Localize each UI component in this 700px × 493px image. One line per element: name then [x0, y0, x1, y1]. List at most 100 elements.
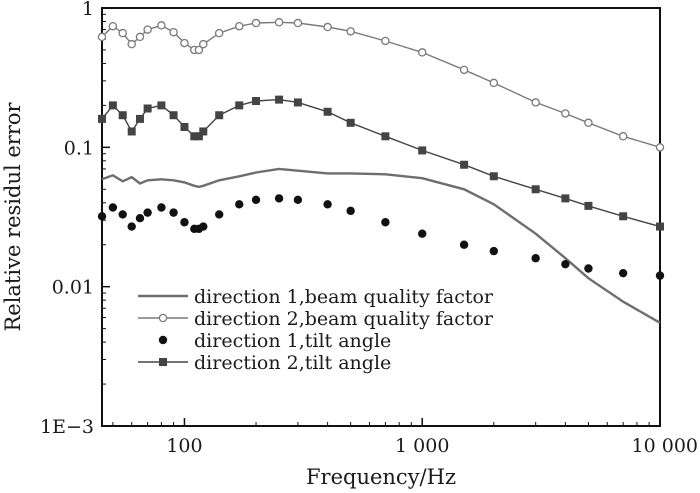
data-point [157, 21, 166, 30]
data-point [118, 111, 127, 120]
y-axis-ticks: 1 0.1 0.01 1E−3 [40, 0, 110, 438]
data-point [619, 212, 628, 221]
data-point [251, 18, 261, 28]
data-point [489, 246, 499, 256]
data-point [118, 210, 127, 219]
data-point [293, 18, 303, 28]
data-point [98, 114, 106, 123]
legend-label: direction 1,tilt angle [194, 330, 391, 352]
data-point [143, 104, 152, 113]
data-point [275, 95, 284, 104]
legend-marker-swatch [158, 313, 168, 323]
data-point [561, 194, 570, 203]
y-tick-label: 0.1 [64, 137, 94, 159]
x-tick-label: 10 000 [632, 435, 698, 457]
data-point [190, 132, 199, 141]
legend-item: direction 1,tilt angle [158, 330, 391, 352]
data-point [459, 65, 469, 75]
x-tick-label: 100 [166, 435, 202, 457]
data-point [417, 48, 427, 57]
data-point [199, 127, 208, 136]
data-point [459, 240, 469, 249]
legend-marker-swatch [158, 335, 168, 345]
data-point [346, 27, 355, 36]
data-point [235, 101, 244, 110]
data-point [215, 111, 224, 120]
data-point [135, 114, 144, 123]
data-point [618, 132, 628, 141]
series-1 [101, 167, 661, 324]
legend-item: direction 2,tilt angle [138, 352, 391, 374]
legend-item: direction 1,beam quality factor [138, 286, 494, 308]
data-point [194, 132, 203, 141]
data-point [157, 203, 166, 212]
x-axis-title: Frequency/Hz [306, 465, 456, 489]
series-line [101, 167, 661, 324]
data-point [346, 118, 355, 127]
data-point [180, 218, 189, 227]
y-tick-label: 1E−3 [40, 416, 94, 438]
data-point [252, 97, 261, 106]
data-point [489, 172, 498, 181]
data-point [108, 21, 118, 31]
data-point [199, 222, 208, 231]
data-point [180, 122, 189, 131]
data-point [215, 210, 224, 219]
data-point [618, 268, 628, 278]
legend-item: direction 2,beam quality factor [138, 308, 494, 330]
data-point [169, 111, 178, 120]
data-point [157, 101, 166, 110]
legend-label: direction 1,beam quality factor [194, 286, 494, 308]
data-point [584, 264, 593, 273]
data-point [460, 160, 469, 169]
data-point [531, 254, 540, 263]
data-point [118, 28, 127, 38]
data-point [169, 208, 178, 217]
data-point [584, 118, 593, 128]
legend-label: direction 2,beam quality factor [194, 308, 494, 330]
data-point [293, 195, 303, 205]
data-point [489, 78, 499, 88]
data-point [561, 259, 570, 269]
y-tick-label: 0.01 [52, 277, 94, 299]
data-point [531, 185, 540, 194]
data-point [655, 271, 665, 280]
data-point [194, 45, 204, 55]
data-point [323, 22, 332, 32]
data-point [169, 27, 178, 37]
x-tick-label: 1 000 [395, 435, 449, 457]
data-point [127, 222, 136, 231]
series-4 [98, 95, 664, 231]
data-point [274, 194, 284, 203]
series-layer [97, 18, 665, 324]
data-point [381, 36, 390, 46]
data-point [656, 222, 664, 231]
data-point [323, 107, 332, 116]
data-point [418, 146, 427, 155]
data-point [235, 21, 244, 31]
legend-label: direction 2,tilt angle [194, 352, 391, 374]
data-point [143, 25, 152, 34]
series-line [101, 98, 661, 228]
data-point [293, 98, 302, 107]
data-point [561, 109, 570, 118]
data-point [108, 101, 117, 110]
series-line [101, 21, 661, 148]
data-point [584, 201, 593, 210]
data-point [97, 32, 107, 42]
data-point [108, 203, 118, 212]
y-tick-label: 1 [82, 0, 94, 20]
data-point [251, 195, 261, 205]
series-2 [97, 18, 665, 152]
data-point [214, 28, 224, 38]
legend: direction 1,beam quality factordirection… [138, 286, 494, 374]
data-point [655, 143, 665, 152]
data-point [127, 39, 136, 49]
data-point [418, 229, 427, 238]
legend-marker-swatch [159, 358, 167, 366]
data-point [381, 218, 390, 227]
data-point [531, 98, 540, 107]
data-point [97, 212, 107, 221]
x-axis-ticks: 100 1 000 10 000 [112, 418, 698, 457]
data-point [199, 39, 208, 49]
